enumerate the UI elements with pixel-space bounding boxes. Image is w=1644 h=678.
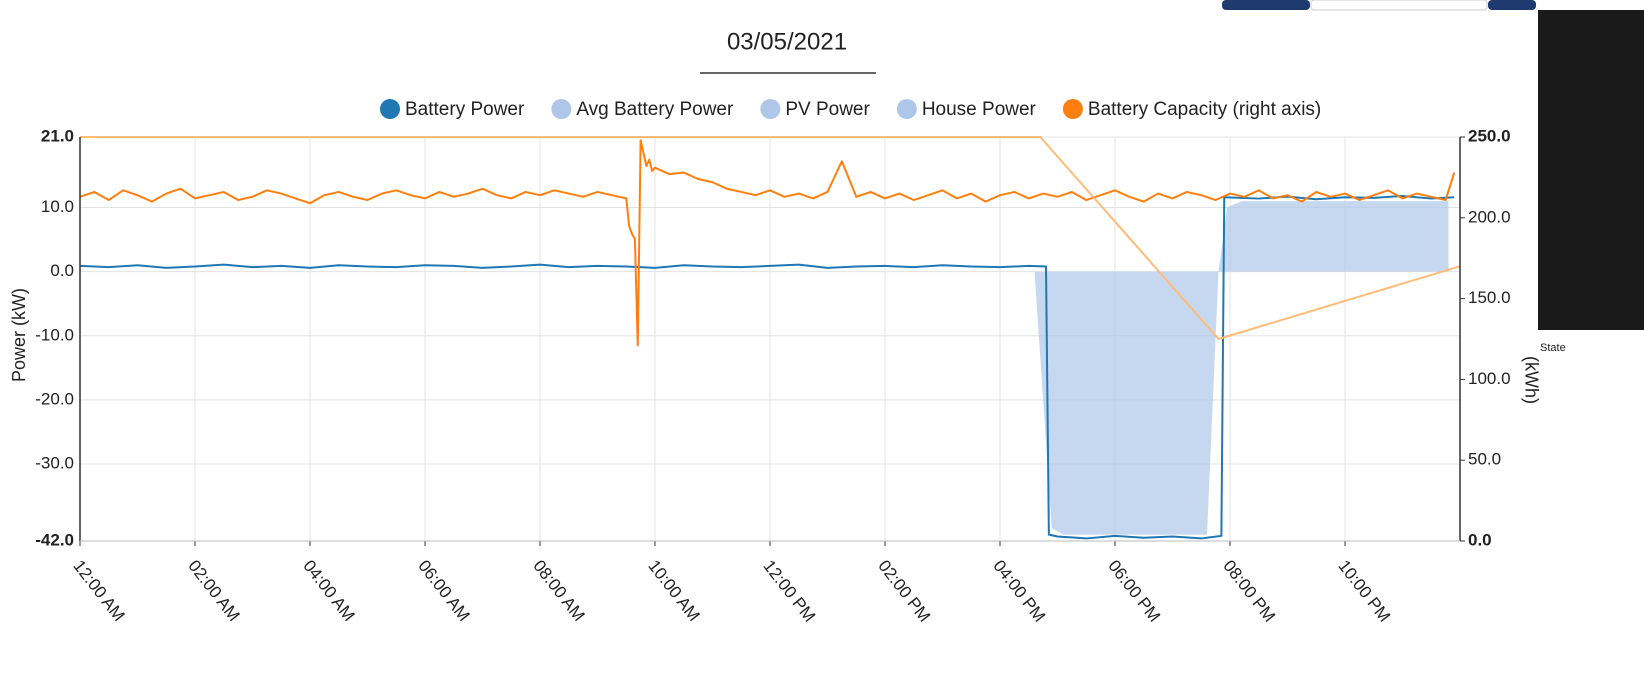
y2-tick-label: 250.0 xyxy=(1468,126,1511,145)
x-tick-label: 06:00 PM xyxy=(1104,557,1164,626)
y2-axis-label: (kWh) xyxy=(1521,356,1541,404)
y2-tick-label: 100.0 xyxy=(1468,369,1511,388)
chart-title: 03/05/2021 xyxy=(727,28,847,55)
line xyxy=(79,194,1455,540)
x-tick-label: 10:00 PM xyxy=(1334,557,1394,626)
y-tick-label: 10.0 xyxy=(41,197,74,216)
legend-label: PV Power xyxy=(785,99,870,120)
line xyxy=(79,139,1456,347)
x-tick-label: 08:00 PM xyxy=(1219,557,1279,626)
side-panel xyxy=(1538,10,1644,330)
legend-marker xyxy=(380,99,400,119)
y2-tick-label: 0.0 xyxy=(1468,530,1492,549)
x-tick-label: 10:00 AM xyxy=(644,557,703,625)
y2-tick-label: 50.0 xyxy=(1468,450,1501,469)
x-tick-label: 06:00 AM xyxy=(414,557,473,625)
x-tick-label: 04:00 PM xyxy=(989,557,1049,626)
toolbar-input[interactable] xyxy=(1310,0,1488,11)
area xyxy=(1034,201,1449,535)
y2-tick-label: 200.0 xyxy=(1468,207,1511,226)
toolbar-button[interactable] xyxy=(1488,0,1536,10)
y-tick-label: -30.0 xyxy=(35,454,74,473)
y2-tick-label: 150.0 xyxy=(1468,288,1511,307)
legend-label: House Power xyxy=(922,99,1037,120)
legend-label: Avg Battery Power xyxy=(576,99,734,120)
x-tick-label: 12:00 AM xyxy=(69,557,128,625)
legend-label: Battery Power xyxy=(405,99,525,120)
legend-marker xyxy=(896,99,917,119)
toolbar-button[interactable] xyxy=(1222,0,1310,10)
x-tick-label: 02:00 AM xyxy=(184,557,243,625)
y-tick-label: 21.0 xyxy=(41,126,74,145)
legend: Battery Power Avg Battery Power PV Power Ho… xyxy=(380,99,1321,120)
y-axis-label: Power (kW) xyxy=(9,288,29,382)
x-tick-label: 12:00 PM xyxy=(759,557,819,626)
y-tick-label: 0.0 xyxy=(50,261,74,280)
legend-marker xyxy=(760,99,781,119)
x-tick-label: 08:00 AM xyxy=(529,557,588,625)
y-tick-label: -20.0 xyxy=(35,389,74,408)
legend-marker xyxy=(551,99,572,119)
legend-label: Battery Capacity (right axis) xyxy=(1088,99,1321,120)
y-tick-label: -10.0 xyxy=(35,325,74,344)
side-label: State xyxy=(1540,342,1566,354)
x-tick-label: 02:00 PM xyxy=(874,557,934,626)
line xyxy=(80,136,1461,340)
x-tick-label: 04:00 AM xyxy=(299,557,358,625)
plot-area xyxy=(79,136,1461,540)
y-tick-label: -42.0 xyxy=(35,530,74,549)
legend-marker xyxy=(1062,99,1083,119)
